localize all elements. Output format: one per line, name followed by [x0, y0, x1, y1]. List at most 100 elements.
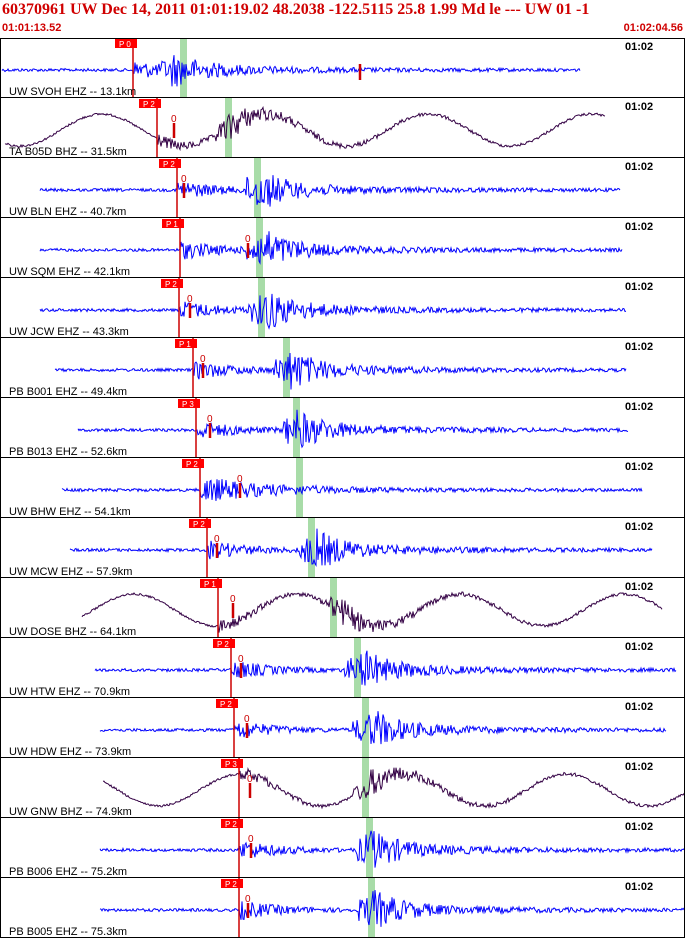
time-tick-label: 01:02	[625, 581, 653, 593]
s-wave-window	[362, 758, 369, 818]
p-pick-label: P 2	[165, 280, 177, 289]
p-pick-label: P 3	[182, 400, 194, 409]
s-wave-window	[256, 218, 263, 278]
coda-mark-label: 0	[207, 414, 213, 425]
trace-row: P 2 0 01:02 TA B05D BHZ -- 31.5km	[0, 98, 685, 158]
station-label: UW GNW BHZ -- 74.9km	[9, 806, 132, 818]
s-wave-window	[308, 518, 315, 578]
waveform	[69, 528, 653, 567]
p-pick-box	[221, 759, 243, 768]
time-tick-label: 01:02	[625, 401, 653, 413]
time-tick-label: 01:02	[625, 341, 653, 353]
p-pick-label: P 1	[166, 220, 178, 229]
waveform	[54, 352, 627, 390]
station-label: UW SQM EHZ -- 42.1km	[9, 266, 130, 278]
p-pick-label: P 2	[186, 460, 198, 469]
coda-mark-label: 0	[171, 114, 177, 125]
station-label: UW DOSE BHZ -- 64.1km	[9, 626, 136, 638]
p-pick-box	[178, 399, 200, 408]
station-label: UW HTW EHZ -- 70.9km	[9, 686, 130, 698]
trace-row: P 1 0 01:02 UW DOSE BHZ -- 64.1km	[0, 578, 685, 638]
plot-header: 60370961 UW Dec 14, 2011 01:01:19.02 48.…	[0, 0, 685, 38]
p-pick-box	[221, 819, 243, 828]
window-start-time: 01:01:13.52	[2, 22, 62, 34]
coda-mark-label: 0	[187, 294, 193, 305]
station-label: PB B005 EHZ -- 75.3km	[9, 926, 127, 938]
trace-row: P 2 0 01:02 UW JCW EHZ -- 43.3km	[0, 278, 685, 338]
seismogram-plot: P 0 01:02 UW SVOH EHZ -- 13.1km P 2 0 01:02 TA…	[0, 38, 685, 938]
time-tick-label: 01:02	[625, 701, 653, 713]
waveform	[99, 830, 685, 868]
p-pick-label: P 2	[143, 100, 155, 109]
p-pick-box	[216, 699, 238, 708]
time-tick-label: 01:02	[625, 761, 653, 773]
trace-row: P 0 01:02 UW SVOH EHZ -- 13.1km	[0, 38, 685, 98]
p-pick-label: P 3	[225, 760, 237, 769]
coda-mark-label: 0	[200, 354, 206, 365]
station-label: TA B05D BHZ -- 31.5km	[9, 146, 127, 158]
coda-mark-label: 0	[237, 474, 243, 485]
time-tick-label: 01:02	[625, 821, 653, 833]
p-pick-label: P 2	[217, 640, 229, 649]
waveform	[1, 55, 581, 87]
time-tick-label: 01:02	[625, 221, 653, 233]
waveform	[39, 175, 621, 207]
p-pick-box	[221, 879, 243, 888]
time-tick-label: 01:02	[625, 281, 653, 293]
station-label: UW JCW EHZ -- 43.3km	[9, 326, 129, 338]
time-tick-label: 01:02	[625, 881, 653, 893]
coda-mark-label: 0	[230, 594, 236, 605]
trace-row: P 3 0 01:02 PB B013 EHZ -- 52.6km	[0, 398, 685, 458]
p-pick-label: P 1	[179, 340, 191, 349]
station-label: UW MCW EHZ -- 57.9km	[9, 566, 132, 578]
coda-mark-label: 0	[244, 714, 250, 725]
waveform	[102, 767, 685, 810]
waveform	[94, 650, 677, 686]
coda-mark-label: 0	[247, 774, 253, 785]
trace-row: P 2 0 01:02 UW MCW EHZ -- 57.9km	[0, 518, 685, 578]
time-tick-label: 01:02	[625, 161, 653, 173]
p-pick-label: P 2	[193, 520, 205, 529]
p-pick-box	[162, 219, 184, 228]
waveform	[81, 591, 663, 633]
station-label: PB B006 EHZ -- 75.2km	[9, 866, 127, 878]
waveform	[99, 890, 685, 927]
p-pick-box	[115, 39, 137, 48]
station-label: UW HDW EHZ -- 73.9km	[9, 746, 131, 758]
waveform	[39, 231, 623, 265]
s-wave-window	[254, 158, 261, 218]
waveform	[77, 409, 629, 449]
trace-row: P 2 0 01:02 PB B005 EHZ -- 75.3km	[0, 878, 685, 938]
time-tick-label: 01:02	[625, 641, 653, 653]
station-label: PB B013 EHZ -- 52.6km	[9, 446, 127, 458]
coda-mark-label: 0	[214, 534, 220, 545]
event-title: 60370961 UW Dec 14, 2011 01:01:19.02 48.…	[2, 1, 590, 18]
p-pick-box	[159, 159, 181, 168]
waveform	[61, 479, 643, 501]
coda-mark-label: 0	[248, 834, 254, 845]
time-tick-label: 01:02	[625, 41, 653, 53]
trace-row: P 1 0 01:02 PB B001 EHZ -- 49.4km	[0, 338, 685, 398]
time-tick-label: 01:02	[625, 461, 653, 473]
p-pick-box	[139, 99, 161, 108]
s-wave-window	[225, 98, 232, 158]
waveform	[4, 106, 606, 152]
p-pick-label: P 2	[225, 820, 237, 829]
trace-row: P 2 0 01:02 UW HDW EHZ -- 73.9km	[0, 698, 685, 758]
p-pick-box	[161, 279, 183, 288]
coda-mark-label: 0	[245, 234, 251, 245]
p-pick-label: P 2	[163, 160, 175, 169]
p-pick-label: P 2	[225, 880, 237, 889]
waveform	[99, 711, 667, 745]
s-wave-window	[354, 638, 361, 698]
trace-row: P 2 0 01:02 PB B006 EHZ -- 75.2km	[0, 818, 685, 878]
p-pick-box	[189, 519, 211, 528]
p-pick-label: P 0	[119, 40, 131, 49]
p-pick-label: P 1	[204, 580, 216, 589]
p-pick-label: P 2	[220, 700, 232, 709]
trace-row: P 1 0 01:02 UW SQM EHZ -- 42.1km	[0, 218, 685, 278]
trace-row: P 2 0 01:02 UW BLN EHZ -- 40.7km	[0, 158, 685, 218]
coda-mark-label: 0	[245, 894, 251, 905]
trace-row: P 2 0 01:02 UW HTW EHZ -- 70.9km	[0, 638, 685, 698]
time-tick-label: 01:02	[625, 101, 653, 113]
